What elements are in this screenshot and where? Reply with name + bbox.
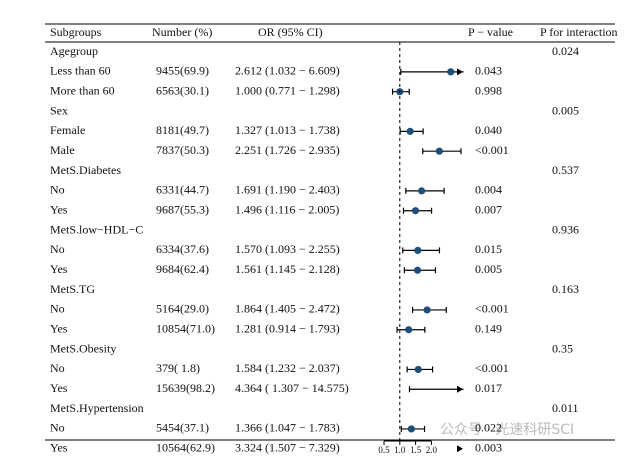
or-point: [414, 365, 422, 374]
subgroup-label: Female: [50, 123, 85, 137]
number: 5454(37.1): [156, 421, 209, 435]
subgroup-label: Yes: [50, 262, 68, 276]
or-ci: 1.691 (1.190 − 2.403): [235, 183, 340, 197]
subgroup-label: Less than 60: [50, 64, 111, 78]
or-ci: 1.000 (0.771 − 1.298): [235, 83, 340, 97]
plot-area: [391, 68, 510, 433]
or-ci: 1.561 (1.145 − 2.128): [235, 262, 340, 276]
or-point: [423, 306, 431, 314]
or-point: [406, 127, 414, 135]
or-point: [405, 326, 413, 334]
or-ci: 1.281 (0.914 − 1.793): [235, 322, 340, 336]
number: 15639(98.2): [156, 381, 215, 395]
or-ci: 1.366 (1.047 − 1.783): [235, 421, 340, 435]
column-header: P − value: [468, 25, 513, 39]
or-ci: 4.364 ( 1.307 − 14.575): [235, 381, 349, 395]
p-interaction: 0.024: [552, 44, 579, 58]
number: 8181(49.7): [156, 123, 209, 137]
subgroup-label: Male: [50, 143, 75, 157]
or-ci: 3.324 (1.507 − 7.329): [235, 441, 340, 455]
column-header: Subgroups: [50, 25, 102, 39]
x-tick-label: 1.5: [410, 445, 422, 455]
watermark: 公众号 · 光速科研SCI: [440, 422, 574, 438]
subgroup-label: No: [50, 361, 65, 375]
subgroup-label: No: [50, 302, 65, 316]
ci-arrow: [457, 385, 463, 393]
subgroup-label: More than 60: [50, 83, 115, 97]
number: 6334(37.6): [156, 242, 209, 256]
p-value: 0.007: [475, 202, 502, 216]
group-label: MetS.TG: [50, 282, 95, 296]
or-point: [447, 68, 455, 76]
number: 10854(71.0): [156, 322, 215, 336]
group-label: Sex: [50, 103, 68, 117]
group-label: MetS.Hypertension: [50, 401, 144, 415]
or-ci: 1.584 (1.232 − 2.037): [235, 361, 340, 375]
or-point: [413, 266, 422, 274]
subgroup-label: Yes: [50, 381, 68, 395]
subgroup-label: No: [50, 242, 65, 256]
subgroup-label: Yes: [50, 441, 68, 455]
subgroup-label: Yes: [50, 322, 68, 336]
p-value: 0.998: [475, 83, 502, 97]
number: 6331(44.7): [156, 183, 209, 197]
p-value: 0.040: [475, 123, 502, 137]
p-value: 0.022: [475, 421, 502, 435]
or-point: [411, 207, 420, 215]
group-label: MetS.low−HDL−C: [50, 222, 143, 236]
p-interaction: 0.005: [552, 103, 579, 117]
number: 9455(69.9): [156, 64, 209, 78]
p-value: <0.001: [475, 143, 509, 157]
or-point: [407, 425, 415, 433]
group-label: Agegroup: [50, 44, 98, 58]
p-interaction: 0.011: [552, 401, 579, 415]
number: 5164(29.0): [156, 302, 209, 316]
or-point: [418, 187, 426, 195]
x-tick-label: 2.0: [426, 445, 438, 455]
or-point: [435, 147, 443, 155]
p-value: 0.003: [475, 441, 502, 455]
ci-arrow: [457, 68, 463, 76]
or-ci: 1.864 (1.405 − 2.472): [235, 302, 340, 316]
or-ci: 1.570 (1.093 − 2.255): [235, 242, 340, 256]
p-interaction: 0.35: [552, 341, 573, 355]
or-ci: 2.612 (1.032 − 6.609): [235, 64, 340, 78]
p-value: 0.015: [475, 242, 502, 256]
subgroup-label: No: [50, 183, 65, 197]
group-label: MetS.Obesity: [50, 341, 116, 355]
p-value: <0.001: [475, 302, 509, 316]
number: 9687(55.3): [156, 202, 209, 216]
number: 6563(30.1): [156, 83, 209, 97]
p-value: 0.005: [475, 262, 502, 276]
p-interaction: 0.537: [552, 163, 579, 177]
group-label: MetS.Diabetes: [50, 163, 121, 177]
number: 10564(62.9): [156, 441, 215, 455]
x-tick-label: 0.5: [378, 445, 390, 455]
or-point: [503, 386, 510, 393]
number: 7837(50.3): [156, 143, 209, 157]
p-interaction: 0.163: [552, 282, 579, 296]
or-point: [414, 246, 422, 254]
or-ci: 2.251 (1.726 − 2.935): [235, 143, 340, 157]
p-interaction: 0.936: [552, 222, 579, 236]
or-ci: 1.496 (1.116 − 2.005): [235, 202, 339, 216]
p-value: 0.043: [475, 64, 502, 78]
subgroup-label: Yes: [50, 202, 68, 216]
or-ci: 1.327 (1.013 − 1.738): [235, 123, 340, 137]
number: 379( 1.8): [156, 361, 200, 375]
ci-arrow: [457, 445, 463, 453]
p-value: 0.004: [475, 183, 502, 197]
x-tick-label: 1.0: [394, 445, 406, 455]
column-header: P for interaction: [540, 25, 618, 39]
p-value: 0.017: [475, 381, 502, 395]
subgroup-label: No: [50, 421, 65, 435]
p-value: <0.001: [475, 361, 509, 375]
column-header: OR (95% CI): [258, 25, 323, 39]
p-value: 0.149: [475, 322, 502, 336]
number: 9684(62.4): [156, 262, 209, 276]
column-header: Number (%): [152, 25, 212, 39]
